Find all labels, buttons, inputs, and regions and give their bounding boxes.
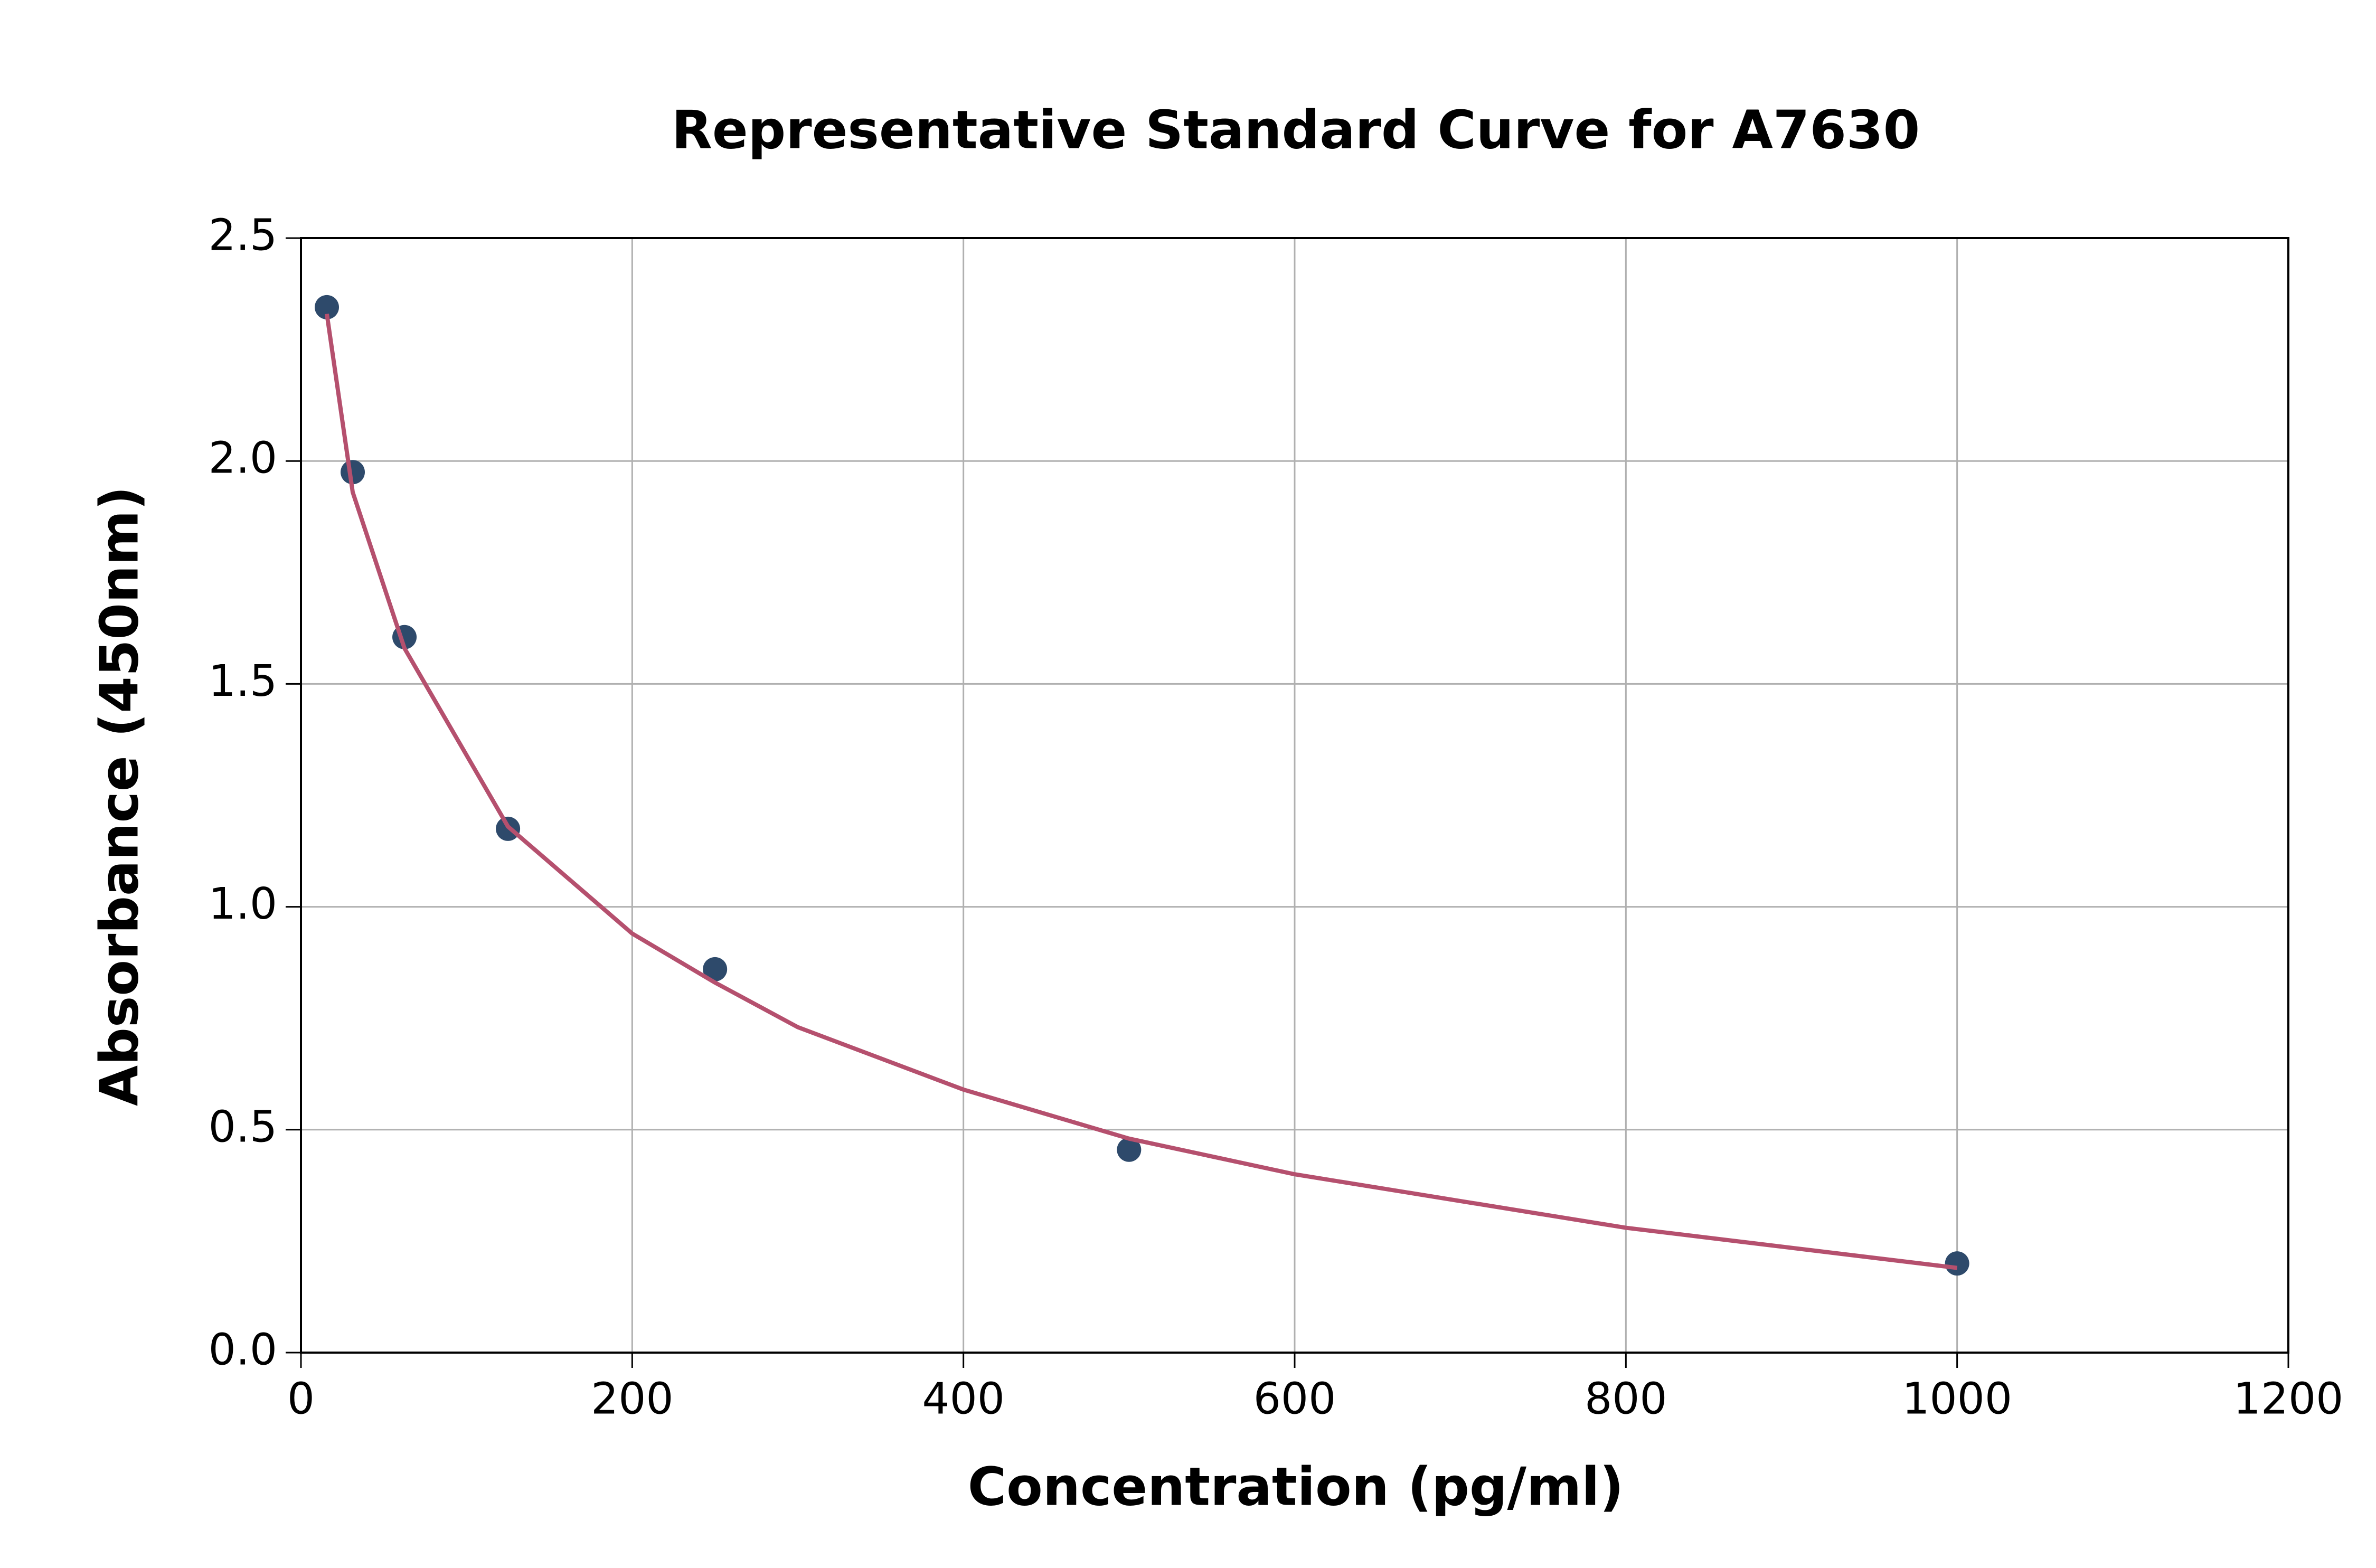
y-tick-label: 1.0 [209,879,277,929]
x-tick-label: 600 [1253,1374,1336,1424]
y-tick-label: 0.5 [209,1102,277,1152]
plot-frame [300,237,2289,1354]
x-tick-label: 800 [1585,1374,1667,1424]
y-axis-label: Absorbance (450nm) [88,486,150,1106]
data-point [1117,1137,1142,1162]
data-point [341,460,365,485]
y-tick-label: 2.0 [209,433,277,484]
x-tick-label: 1000 [1902,1374,2012,1424]
x-tick-label: 0 [287,1374,315,1424]
data-point [315,295,340,319]
fit-curve [325,313,1958,1270]
x-tick-label: 200 [591,1374,674,1424]
x-tick-label: 1200 [2233,1374,2344,1424]
y-tick-label: 2.5 [209,210,277,260]
y-tick-label: 0.0 [209,1325,277,1375]
x-axis-label: Concentration (pg/ml) [968,1456,1624,1517]
y-tick-label: 1.5 [209,656,277,706]
chart-title: Representative Standard Curve for A7630 [672,99,1920,160]
x-tick-label: 400 [922,1374,1005,1424]
data-point [703,957,728,981]
data-point [1945,1251,1969,1276]
